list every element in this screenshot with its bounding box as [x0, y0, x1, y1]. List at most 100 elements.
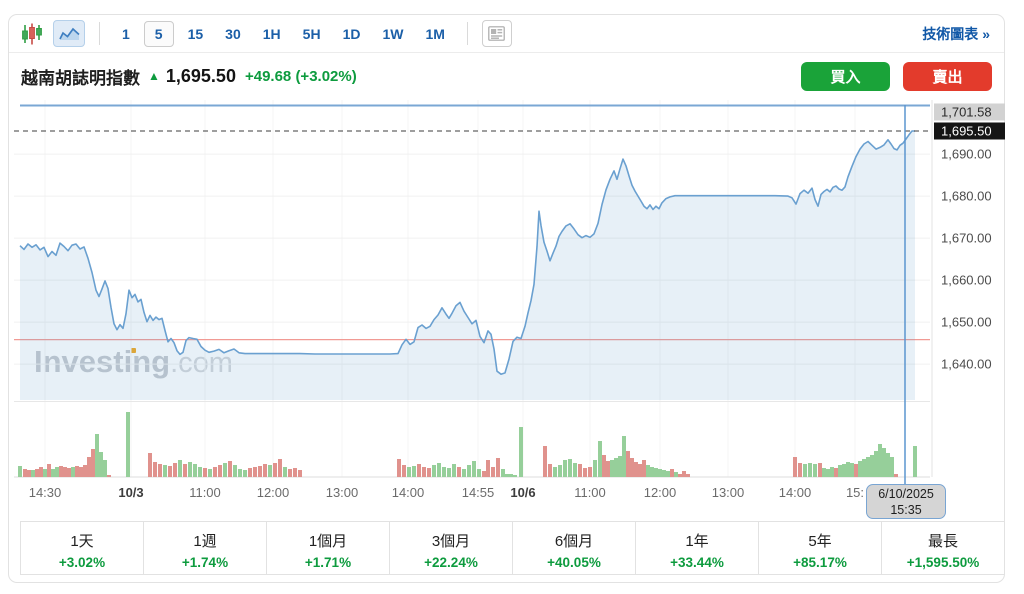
- perf-value: +33.44%: [670, 555, 724, 570]
- buy-button[interactable]: 買入: [801, 61, 890, 91]
- interval-15[interactable]: 15: [187, 25, 204, 42]
- volume-bar: [686, 474, 690, 477]
- perf-label: 1週: [193, 533, 217, 550]
- interval-1H[interactable]: 1H: [262, 25, 281, 42]
- price-chart[interactable]: 1,701.58 1,695.50 1,690.00 1,680.00 1,670.00…: [0, 100, 1024, 520]
- perf-cell-1年: 1年 +33.44%: [636, 522, 759, 574]
- perf-cell-1週: 1週 +1.74%: [144, 522, 267, 574]
- volume-bar: [126, 412, 130, 477]
- volume-bar: [203, 468, 207, 477]
- line-chart-button[interactable]: [53, 20, 85, 47]
- candlestick-chart-button[interactable]: [20, 21, 44, 46]
- x-axis-label: 13:00: [712, 485, 745, 500]
- y-axis-label: 1,670.00: [941, 231, 992, 246]
- session-high-label-bg: [934, 103, 1005, 121]
- volume-bar: [31, 470, 35, 477]
- volume-bar: [39, 467, 43, 477]
- x-axis-label: 11:00: [574, 485, 606, 500]
- volume-bar: [622, 436, 626, 477]
- volume-bar: [634, 462, 638, 477]
- volume-bar: [678, 474, 682, 477]
- volume-bar: [437, 463, 441, 477]
- perf-label: 6個月: [554, 533, 594, 550]
- volume-bar: [183, 464, 187, 477]
- y-axis-label-last: 1,695.50: [941, 124, 992, 139]
- interval-1M[interactable]: 1M: [425, 25, 445, 42]
- volume-bar: [91, 449, 95, 477]
- news-panel-button[interactable]: [481, 20, 512, 47]
- technical-chart-link[interactable]: 技術圖表 »: [922, 25, 990, 42]
- volume-bar: [642, 460, 646, 477]
- volume-bar: [223, 463, 227, 477]
- volume-bar: [491, 467, 495, 477]
- x-axis-label: 14:30: [29, 485, 62, 500]
- volume-bar: [813, 464, 817, 477]
- volume-bar: [866, 457, 870, 477]
- y-axis-label: 1,640.00: [941, 357, 992, 372]
- volume-bar: [606, 461, 610, 477]
- volume-bar: [283, 467, 287, 477]
- y-axis-label: 1,690.00: [941, 147, 992, 162]
- volume-bar: [818, 463, 822, 477]
- up-arrow-icon: ▲: [148, 69, 160, 83]
- volume-bar: [47, 464, 51, 477]
- perf-cell-5年: 5年 +85.17%: [759, 522, 882, 574]
- volume-bar: [862, 459, 866, 477]
- perf-label: 最長: [927, 533, 958, 550]
- interval-1W[interactable]: 1W: [382, 25, 404, 42]
- volume-bar: [630, 458, 634, 477]
- volume-bar: [803, 464, 807, 477]
- volume-bar: [682, 471, 686, 477]
- perf-value: +85.17%: [793, 555, 847, 570]
- volume-bar: [432, 465, 436, 477]
- last-price: 1,695.50: [165, 65, 236, 86]
- volume-bar: [43, 469, 47, 477]
- volume-bar: [178, 460, 182, 477]
- volume-bar: [298, 470, 302, 477]
- volume-bar: [238, 469, 242, 477]
- volume-bar: [674, 472, 678, 477]
- volume-bar: [457, 467, 461, 477]
- last-price-label-bg: [934, 122, 1005, 140]
- volume-bar: [87, 457, 91, 477]
- volume-bar: [263, 464, 267, 477]
- volume-bar: [886, 453, 890, 477]
- y-axis-label: 1,660.00: [941, 273, 992, 288]
- interval-5H[interactable]: 5H: [302, 25, 321, 42]
- perf-value: +40.05%: [547, 555, 601, 570]
- volume-bar: [412, 466, 416, 477]
- volume-bar: [878, 444, 882, 477]
- x-axis-label: 10/6: [510, 485, 535, 500]
- volume-bar: [513, 475, 517, 477]
- perf-value: +1.74%: [181, 555, 229, 570]
- perf-cell-最長: 最長 +1,595.50%: [882, 522, 1004, 574]
- volume-bar: [243, 470, 247, 477]
- volume-bar: [293, 468, 297, 477]
- performance-table: 1天 +3.02% 1週 +1.74% 1個月 +1.71% 3個月 +22.24% 6個月 +4…: [20, 521, 1005, 575]
- interval-30[interactable]: 30: [225, 25, 241, 42]
- interval-1[interactable]: 1: [122, 25, 130, 42]
- volume-bar: [894, 474, 898, 477]
- volume-bar: [830, 467, 834, 477]
- volume-bar: [467, 465, 471, 477]
- volume-bar: [563, 460, 567, 477]
- interval-5[interactable]: 5: [143, 20, 174, 47]
- volume-bar: [288, 469, 292, 477]
- toolbar-divider: [99, 22, 100, 45]
- volume-bar: [452, 464, 456, 477]
- volume-bar: [148, 453, 152, 477]
- perf-cell-1個月: 1個月 +1.71%: [267, 522, 390, 574]
- volume-bar: [654, 468, 658, 477]
- perf-label: 1年: [685, 533, 709, 550]
- x-axis-label: 13:00: [326, 485, 359, 500]
- volume-bar: [798, 463, 802, 477]
- sell-button[interactable]: 賣出: [903, 61, 992, 91]
- volume-bar: [198, 467, 202, 477]
- perf-value: +22.24%: [424, 555, 478, 570]
- volume-bar: [63, 467, 67, 477]
- interval-1D[interactable]: 1D: [342, 25, 361, 42]
- volume-bar: [193, 464, 197, 477]
- quote-row: 越南胡誌明指數 ▲ 1,695.50 +49.68 (+3.02%) 買入 賣出: [9, 53, 1004, 99]
- volume-bar: [882, 448, 886, 477]
